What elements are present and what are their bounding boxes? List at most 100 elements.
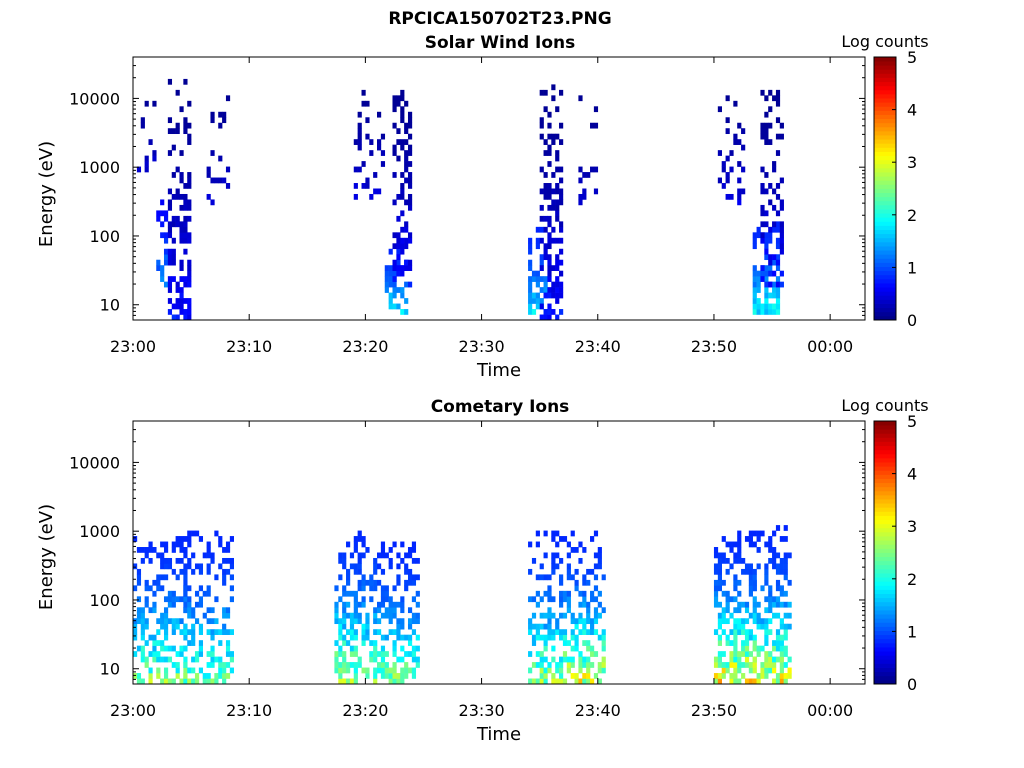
- spectrogram-cell: [407, 281, 413, 288]
- spectrogram-cell: [768, 199, 773, 206]
- spectrogram-cell: [543, 193, 548, 200]
- spectrogram-cell: [148, 673, 153, 679]
- spectrogram-cell: [768, 281, 773, 288]
- spectrogram-cell: [396, 128, 401, 135]
- spectrogram-cell: [357, 536, 362, 542]
- spectrogram-cell: [179, 541, 184, 548]
- spectrogram-cell: [551, 568, 556, 575]
- spectrogram-cell: [338, 651, 343, 657]
- spectrogram-cell: [183, 623, 188, 630]
- spectrogram-cell: [713, 678, 719, 685]
- spectrogram-cell: [768, 596, 773, 603]
- spectrogram-cell: [400, 270, 405, 277]
- spectrogram-cell: [593, 106, 599, 113]
- spectrogram-cell: [756, 226, 761, 233]
- spectrogram-cell: [559, 199, 564, 206]
- spectrogram-cell: [396, 155, 401, 162]
- spectrogram-cell: [160, 541, 165, 548]
- spectrogram-cell: [590, 122, 595, 129]
- spectrogram-cell: [384, 596, 389, 603]
- spectrogram-cell: [194, 601, 200, 608]
- spectrogram-cell: [566, 662, 571, 668]
- colorbar-swatch: [874, 544, 896, 549]
- spectrogram-cell: [555, 667, 560, 674]
- spectrogram-cell: [361, 601, 366, 608]
- colorbar-swatch: [874, 548, 896, 553]
- colorbar-swatch: [874, 213, 896, 218]
- spectrogram-cell: [396, 303, 401, 310]
- spectrogram-cell: [218, 662, 223, 668]
- colorbar-swatch: [874, 172, 896, 177]
- spectrogram-cell: [194, 673, 200, 679]
- spectrogram-cell: [384, 270, 389, 277]
- spectrogram-cell: [551, 634, 556, 641]
- spectrogram-cell: [377, 144, 382, 151]
- spectrogram-cell: [539, 662, 544, 668]
- spectrogram-cell: [713, 552, 719, 559]
- spectrogram-cell: [206, 618, 211, 625]
- spectrogram-cell: [752, 287, 757, 293]
- spectrogram-cell: [229, 563, 234, 570]
- spectrogram-cell: [156, 629, 161, 635]
- colorbar-swatch: [874, 139, 896, 144]
- spectrogram-cell: [562, 590, 568, 597]
- spectrogram-cell: [373, 667, 378, 674]
- spectrogram-cell: [744, 651, 750, 657]
- colorbar-swatch: [874, 667, 896, 673]
- spectrogram-cell: [404, 568, 409, 575]
- spectrogram-cell: [760, 667, 765, 674]
- spectrogram-cell: [210, 117, 215, 124]
- colorbar-swatch: [874, 507, 896, 512]
- spectrogram-cell: [361, 579, 366, 586]
- spectrogram-cell: [775, 303, 781, 310]
- spectrogram-cell: [187, 204, 192, 211]
- spectrogram-cell: [725, 662, 730, 668]
- spectrogram-cell: [768, 106, 773, 113]
- spectrogram-cell: [547, 237, 552, 244]
- spectrogram-cell: [136, 678, 142, 685]
- spectrogram-cell: [590, 590, 595, 597]
- spectrogram-cell: [365, 629, 370, 635]
- spectrogram-cell: [342, 590, 347, 597]
- spectrogram-cell: [396, 254, 401, 261]
- spectrogram-cell: [543, 172, 548, 178]
- spectrogram-cell: [353, 596, 358, 603]
- spectrogram-cell: [400, 117, 405, 124]
- spectrogram-cell: [768, 667, 773, 674]
- spectrogram-cell: [357, 552, 362, 559]
- spectrogram-cell: [407, 150, 413, 156]
- spectrogram-cell: [183, 128, 188, 135]
- spectrogram-cell: [772, 95, 777, 102]
- spectrogram-cell: [779, 651, 784, 657]
- spectrogram-cell: [593, 651, 599, 657]
- spectrogram-cell: [392, 673, 397, 679]
- spectrogram-cell: [353, 662, 358, 668]
- spectrogram-cell: [175, 122, 180, 129]
- spectrogram-cell: [388, 276, 393, 282]
- spectrogram-cell: [171, 193, 176, 200]
- spectrogram-cell: [194, 656, 200, 663]
- spectrogram-cell: [733, 557, 738, 564]
- spectrogram-cell: [543, 574, 548, 581]
- spectrogram-cell: [218, 536, 223, 542]
- spectrogram-cell: [152, 150, 157, 156]
- spectrogram-cell: [187, 183, 192, 189]
- spectrogram-cell: [400, 292, 405, 299]
- spectrogram-cell: [717, 177, 722, 184]
- spectrogram-cell: [338, 623, 343, 630]
- spectrogram-cell: [187, 563, 192, 570]
- spectrogram-cell: [133, 536, 138, 542]
- spectrogram-cell: [392, 270, 397, 277]
- spectrogram-cell: [400, 188, 405, 195]
- spectrogram-cell: [570, 618, 575, 625]
- spectrogram-cell: [535, 237, 540, 244]
- spectrogram-cell: [384, 667, 389, 674]
- spectrogram-cell: [539, 265, 544, 271]
- spectrogram-cell: [179, 237, 184, 244]
- spectrogram-cell: [539, 259, 544, 266]
- spectrogram-cell: [764, 133, 769, 140]
- spectrogram-cell: [171, 237, 176, 244]
- spectrogram-cell: [570, 530, 575, 537]
- spectrogram-cell: [222, 623, 227, 630]
